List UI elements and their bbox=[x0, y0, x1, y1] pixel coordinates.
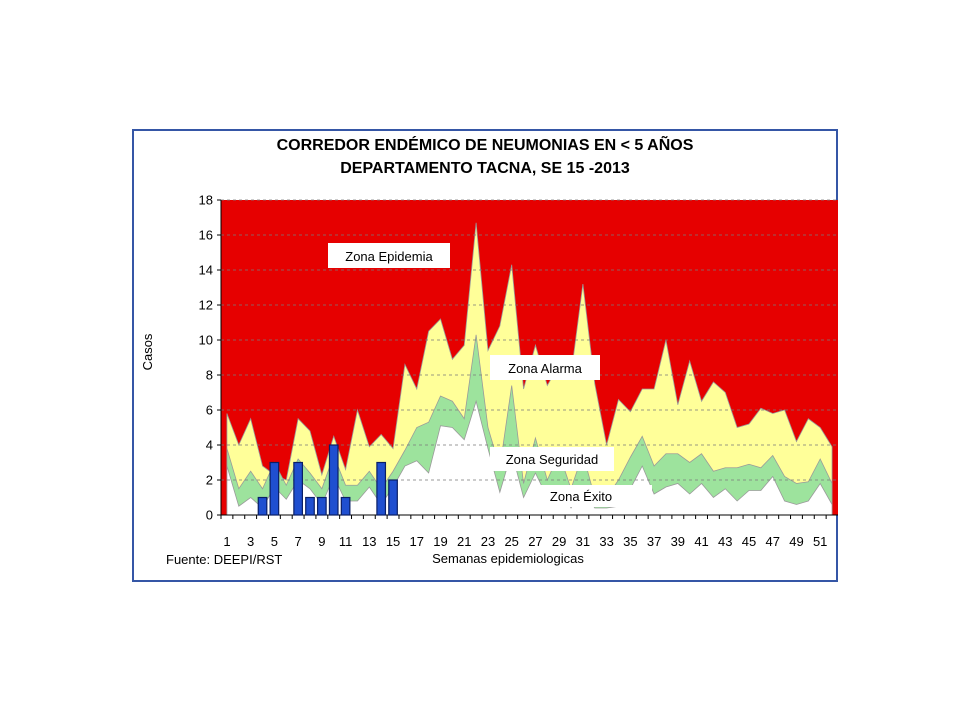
y-tick-label: 10 bbox=[199, 333, 213, 348]
case-bar bbox=[257, 496, 268, 516]
x-tick-label: 27 bbox=[528, 534, 542, 549]
zone-label-alarma: Zona Alarma bbox=[508, 361, 582, 376]
zone-label-epidemia: Zona Epidemia bbox=[345, 249, 433, 264]
chart-title-line1: CORREDOR ENDÉMICO DE NEUMONIAS EN < 5 AÑ… bbox=[276, 137, 694, 154]
case-bar bbox=[388, 479, 398, 516]
x-tick-label: 51 bbox=[813, 534, 827, 549]
zone-label-exito-box: Zona Éxito bbox=[532, 485, 652, 507]
y-tick-label: 0 bbox=[206, 508, 213, 523]
zone-label-alarma-box: Zona Alarma bbox=[490, 355, 600, 380]
case-bar bbox=[305, 496, 315, 516]
case-bar bbox=[269, 461, 280, 516]
x-tick-label: 49 bbox=[789, 534, 803, 549]
case-bar bbox=[328, 444, 339, 516]
case-bar bbox=[340, 496, 351, 516]
x-tick-label: 3 bbox=[247, 534, 254, 549]
x-tick-label: 17 bbox=[410, 534, 424, 549]
zone-label-seguridad: Zona Seguridad bbox=[506, 452, 599, 467]
x-tick-label: 21 bbox=[457, 534, 471, 549]
x-tick-label: 25 bbox=[504, 534, 518, 549]
y-tick-label: 18 bbox=[199, 193, 213, 208]
x-tick-label: 43 bbox=[718, 534, 732, 549]
x-tick-label: 37 bbox=[647, 534, 661, 549]
y-tick-label: 8 bbox=[206, 368, 213, 383]
y-tick-label: 4 bbox=[206, 438, 213, 453]
y-tick-label: 2 bbox=[206, 473, 213, 488]
y-tick-label: 12 bbox=[199, 298, 213, 313]
x-tick-label: 11 bbox=[339, 534, 353, 549]
x-tick-label: 15 bbox=[386, 534, 400, 549]
zone-label-exito: Zona Éxito bbox=[550, 489, 612, 504]
x-tick-label: 47 bbox=[766, 534, 780, 549]
x-tick-label: 45 bbox=[742, 534, 756, 549]
x-tick-label: 41 bbox=[694, 534, 708, 549]
x-tick-label: 9 bbox=[318, 534, 325, 549]
x-tick-label: 1 bbox=[223, 534, 230, 549]
x-tick-label: 29 bbox=[552, 534, 566, 549]
y-tick-label: 16 bbox=[199, 228, 213, 243]
x-axis-label: Semanas epidemiologicas bbox=[432, 551, 584, 566]
x-tick-label: 13 bbox=[362, 534, 376, 549]
case-bar bbox=[316, 496, 327, 516]
x-tick-label: 39 bbox=[671, 534, 685, 549]
x-tick-label: 33 bbox=[599, 534, 613, 549]
x-tick-label: 35 bbox=[623, 534, 637, 549]
x-tick-label: 7 bbox=[295, 534, 302, 549]
x-tick-label: 31 bbox=[576, 534, 590, 549]
chart-title-line2: DEPARTAMENTO TACNA, SE 15 -2013 bbox=[340, 160, 630, 177]
case-bar bbox=[293, 461, 303, 516]
x-tick-label: 19 bbox=[433, 534, 447, 549]
source-note: Fuente: DEEPI/RST bbox=[166, 552, 282, 567]
zone-seguridad-area bbox=[226, 334, 833, 516]
x-tick-label: 23 bbox=[481, 534, 495, 549]
zone-label-epidemia-box: Zona Epidemia bbox=[328, 243, 450, 268]
zone-label-seguridad-box: Zona Seguridad bbox=[490, 447, 614, 471]
case-bar bbox=[376, 461, 387, 516]
y-tick-label: 6 bbox=[206, 403, 213, 418]
y-axis-label: Casos bbox=[140, 333, 155, 370]
y-tick-label: 14 bbox=[199, 263, 213, 278]
x-tick-label: 5 bbox=[271, 534, 278, 549]
